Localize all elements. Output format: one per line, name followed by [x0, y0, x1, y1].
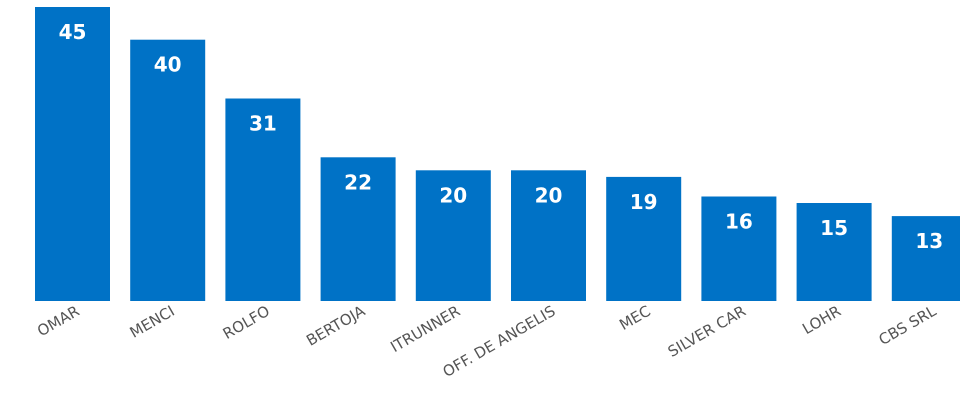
category-label: BERTOJA: [303, 302, 368, 350]
value-label: 15: [820, 216, 848, 240]
bar-off-de-angelis: [511, 170, 586, 301]
bar-mec: [606, 176, 682, 301]
category-label: LOHR: [799, 302, 844, 338]
bar-silver-car: [701, 196, 777, 301]
value-label: 20: [439, 183, 467, 207]
category-label: ROLFO: [220, 302, 273, 343]
category-label: SILVER CAR: [665, 302, 749, 361]
bar-rolfo: [225, 98, 301, 301]
bar-lohr: [796, 203, 872, 301]
bar-cbs-srl: [891, 216, 960, 301]
category-label: OMAR: [34, 302, 82, 340]
bar-itrunner: [415, 170, 491, 301]
value-label: 19: [630, 190, 658, 214]
value-label: 16: [725, 210, 753, 234]
category-label: MEC: [616, 302, 653, 334]
value-labels-group: 45 40 31 22 20 20 19 16 15 13: [59, 20, 944, 253]
value-label: 22: [344, 170, 372, 194]
bar-menci: [130, 39, 206, 301]
bars-group: [35, 7, 960, 301]
value-label: 20: [535, 183, 563, 207]
value-label: 31: [249, 112, 277, 136]
category-label: ITRUNNER: [387, 302, 463, 356]
value-label: 13: [915, 229, 943, 253]
value-label: 45: [59, 20, 87, 44]
bar-bertoja: [320, 157, 396, 301]
category-label: CBS SRL: [876, 302, 940, 349]
bar-omar: [35, 7, 110, 301]
category-label: MENCI: [127, 302, 178, 342]
value-label: 40: [154, 53, 182, 77]
